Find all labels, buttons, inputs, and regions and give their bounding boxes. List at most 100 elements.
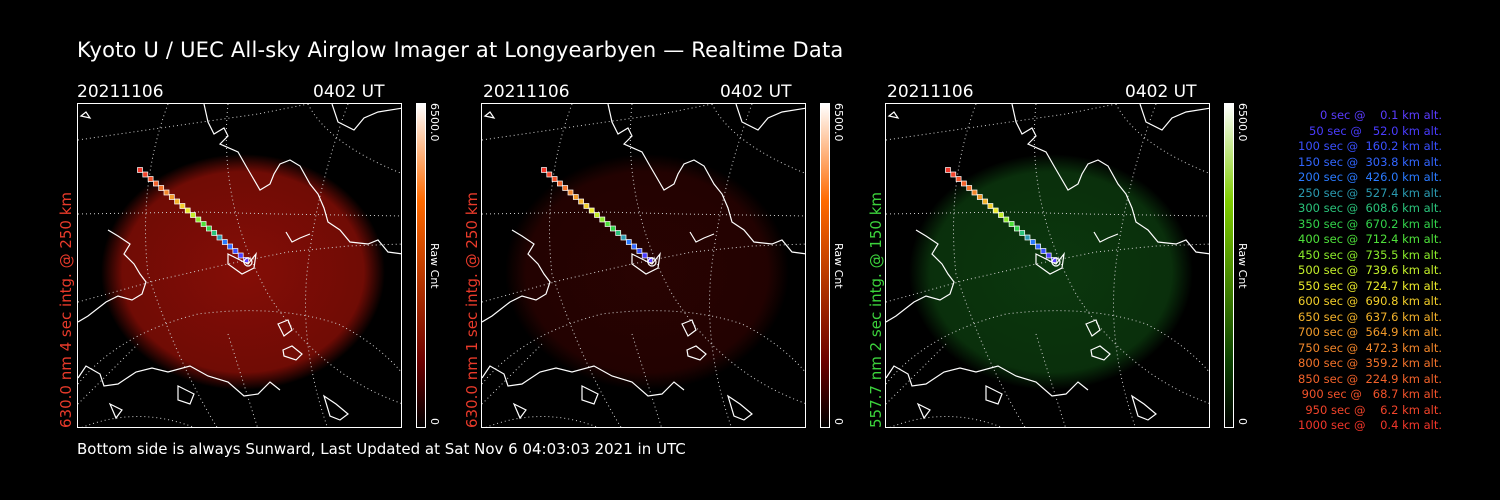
trajectory-point — [211, 230, 218, 236]
trajectory-point — [625, 239, 632, 245]
legend-row: 100 sec @ 160.2 km alt. — [1294, 139, 1442, 153]
panel3-date: 20211106 — [887, 82, 974, 102]
trajectory-point — [562, 185, 569, 191]
trajectory-point — [971, 189, 978, 196]
trajectory-point — [610, 225, 616, 232]
trajectory-point — [998, 212, 1004, 218]
legend-row: 550 sec @ 724.7 km alt. — [1294, 278, 1442, 293]
trajectory-point — [147, 176, 154, 182]
allsky-map-1 — [78, 104, 401, 427]
trajectory-point — [168, 194, 175, 200]
panel1-cbar-unit: Raw Cnt — [428, 243, 441, 289]
panel3-time: 0402 UT — [1125, 82, 1197, 102]
trajectory-point — [572, 194, 579, 200]
trajectory-point — [1029, 239, 1036, 245]
panel1-side-label: 630.0 nm 4 sec intg. @ 250 km — [57, 191, 75, 428]
legend-row: 800 sec @ 359.2 km alt. — [1294, 356, 1442, 370]
panel1-time: 0402 UT — [313, 82, 385, 102]
legend-row: 750 sec @ 472.3 km alt. — [1294, 340, 1442, 355]
trajectory-point — [232, 248, 239, 254]
trajectory-point — [158, 185, 165, 191]
trajectory-point — [987, 203, 994, 209]
trajectory-point — [1003, 216, 1010, 223]
legend-row: 400 sec @ 712.4 km alt. — [1294, 232, 1442, 246]
legend-row: 500 sec @ 739.6 km alt. — [1294, 263, 1442, 277]
trajectory-point — [1035, 243, 1041, 250]
trajectory-point — [237, 252, 244, 259]
trajectory-point — [567, 189, 574, 196]
legend-row: 450 sec @ 735.5 km alt. — [1294, 247, 1442, 262]
trajectory-point — [551, 176, 558, 182]
footer-note: Bottom side is always Sunward, Last Upda… — [77, 440, 686, 458]
allsky-map-2 — [482, 104, 805, 427]
trajectory-point — [142, 171, 149, 178]
trajectory-point — [200, 221, 207, 227]
panel2-cbar-max: 6500.0 — [832, 103, 845, 142]
trajectory-point — [190, 212, 196, 218]
legend-row: 250 sec @ 527.4 km alt. — [1294, 185, 1442, 200]
trajectory-point — [137, 167, 143, 173]
trajectory-point — [206, 225, 212, 232]
legend-row: 0 sec @ 0.1 km alt. — [1309, 108, 1442, 122]
trajectory-point — [1014, 225, 1020, 232]
trajectory-point — [1040, 248, 1047, 254]
page-title: Kyoto U / UEC All-sky Airglow Imager at … — [77, 38, 844, 62]
legend-row: 850 sec @ 224.9 km alt. — [1294, 371, 1442, 386]
legend-row: 1000 sec @ 0.4 km alt. — [1298, 418, 1442, 432]
panel2-side-label: 630.0 nm 1 sec intg. @ 250 km — [463, 191, 481, 428]
trajectory-point — [163, 189, 170, 196]
trajectory-point — [641, 252, 648, 259]
trajectory-point — [1051, 257, 1057, 263]
legend-row: 700 sec @ 564.9 km alt. — [1294, 325, 1442, 339]
site-marker — [647, 257, 657, 267]
panel3-image — [885, 103, 1210, 428]
trajectory-point — [243, 257, 249, 263]
trajectory-point — [950, 171, 957, 178]
time-altitude-legend: 0 sec @ 0.1 km alt. 50 sec @ 52.0 km alt… — [1262, 108, 1442, 434]
panel1-date: 20211106 — [77, 82, 164, 102]
panel3-cbar-min: 0 — [1236, 418, 1249, 425]
trajectory-point — [174, 198, 180, 205]
trajectory-point — [221, 239, 228, 245]
trajectory-point — [557, 180, 563, 187]
panel3-cbar-max: 6500.0 — [1236, 103, 1249, 142]
legend-row: 650 sec @ 637.6 km alt. — [1294, 309, 1442, 324]
trajectory-point — [631, 243, 637, 250]
legend-row: 150 sec @ 303.8 km alt. — [1294, 154, 1442, 169]
legend-row: 600 sec @ 690.8 km alt. — [1294, 294, 1442, 308]
legend-row: 50 sec @ 52.0 km alt. — [1301, 123, 1442, 138]
trajectory-point — [184, 207, 191, 214]
panel3-side-label: 557.7 nm 2 sec intg. @ 150 km — [867, 191, 885, 428]
trajectory-point — [583, 203, 590, 209]
legend-row: 900 sec @ 68.7 km alt. — [1298, 387, 1442, 401]
panel1-cbar-min: 0 — [428, 418, 441, 425]
trajectory-point — [227, 243, 233, 250]
panel1-colorbar — [416, 103, 426, 428]
legend-row: 200 sec @ 426.0 km alt. — [1294, 170, 1442, 184]
legend-row: 350 sec @ 670.2 km alt. — [1294, 216, 1442, 231]
panel1-image — [77, 103, 402, 428]
trajectory-point — [1024, 234, 1031, 241]
trajectory-point — [1008, 221, 1015, 227]
panel2-colorbar — [820, 103, 830, 428]
trajectory-point — [541, 167, 547, 173]
panel2-cbar-unit: Raw Cnt — [832, 243, 845, 289]
trajectory-point — [1019, 230, 1026, 236]
trajectory-point — [594, 212, 600, 218]
trajectory-point — [647, 257, 653, 263]
trajectory-point — [179, 203, 186, 209]
legend-row: 950 sec @ 6.2 km alt. — [1301, 402, 1442, 417]
trajectory-point — [961, 180, 967, 187]
panel3-colorbar — [1224, 103, 1234, 428]
panel1-cbar-max: 6500.0 — [428, 103, 441, 142]
trajectory-point — [982, 198, 988, 205]
trajectory-point — [955, 176, 962, 182]
trajectory-point — [599, 216, 606, 223]
trajectory-point — [546, 171, 553, 178]
panel2-time: 0402 UT — [720, 82, 792, 102]
site-marker — [1051, 257, 1061, 267]
trajectory-point — [578, 198, 584, 205]
trajectory-point — [636, 248, 643, 254]
trajectory-point — [620, 234, 627, 241]
trajectory-point — [966, 185, 973, 191]
